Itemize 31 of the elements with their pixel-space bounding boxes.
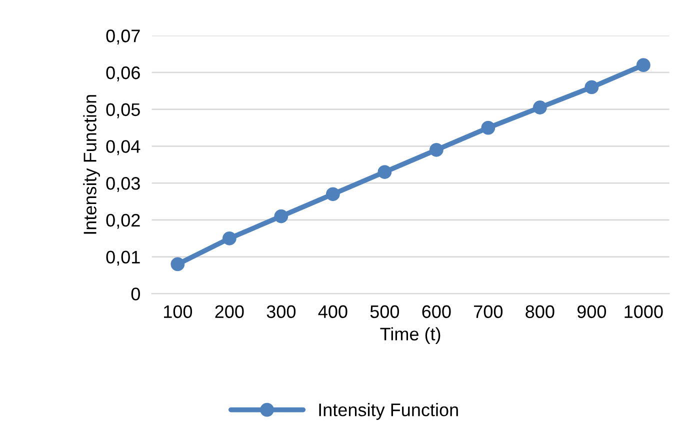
y-tick-label: 0,07	[106, 30, 140, 44]
point	[636, 58, 650, 72]
x-tick-label: 700	[474, 305, 503, 318]
point	[326, 187, 340, 202]
point	[274, 209, 288, 224]
x-tick-label: 100	[164, 305, 192, 318]
x-tick-label: 500	[370, 305, 400, 318]
y-tick-label: 0,02	[106, 214, 140, 229]
x-tick-label: 400	[318, 305, 348, 318]
x-tick-label: 800	[526, 305, 554, 318]
x-tick-label: 200	[215, 305, 244, 318]
y-tick-label: 0,06	[106, 66, 140, 82]
point	[429, 142, 444, 157]
x-axis-title: Time (t)	[380, 327, 440, 344]
legend-label: Intensity Function	[319, 403, 458, 420]
y-tick-label: 0,01	[106, 250, 140, 266]
y-tick-label: 0,04	[106, 140, 140, 156]
point	[532, 100, 547, 114]
y-tick-label: 0	[131, 288, 140, 300]
x-tick-label: 300	[266, 305, 296, 318]
x-tick-label: 1000	[624, 305, 663, 318]
y-axis-title: Intensity Function	[83, 95, 100, 234]
y-tick-label: 0,03	[106, 177, 140, 192]
point	[481, 120, 496, 135]
point	[584, 80, 599, 94]
point	[378, 165, 392, 179]
point	[222, 231, 236, 246]
y-tick-label: 0,05	[106, 103, 140, 118]
point	[170, 257, 185, 272]
x-tick-label: 600	[422, 305, 451, 318]
x-tick-label: 900	[577, 305, 606, 318]
